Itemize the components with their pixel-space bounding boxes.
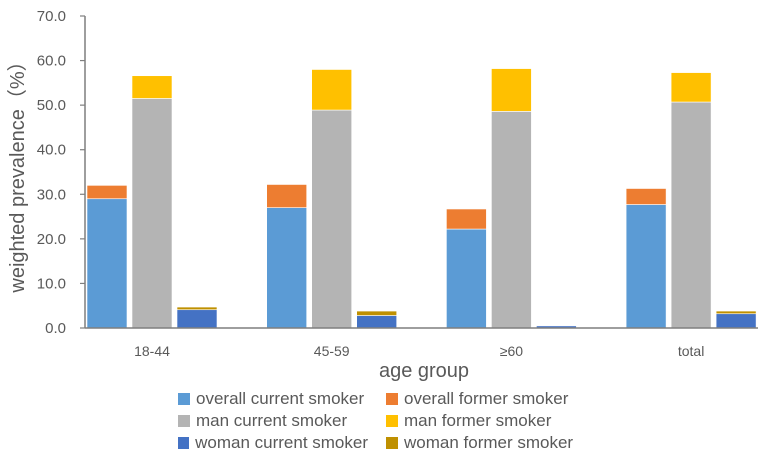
legend-swatch — [178, 393, 190, 405]
legend-label: man current smoker — [196, 411, 348, 430]
x-tick-label: ≥60 — [500, 343, 523, 359]
legend-item-man-current: man current smoker — [178, 410, 368, 432]
x-axis-labels: 18-44 45-59 ≥60 total — [134, 343, 704, 359]
bar-segment — [715, 310, 757, 315]
legend-label: woman current smoker — [195, 433, 368, 452]
y-tick-label: 60.0 — [37, 53, 66, 70]
bar-segment — [176, 309, 218, 329]
bar-segment — [715, 313, 757, 329]
bar-segment — [266, 207, 308, 329]
bar-segment — [536, 325, 577, 327]
legend-swatch — [386, 415, 398, 427]
x-tick-label: 18-44 — [134, 343, 170, 359]
legend-swatch — [178, 437, 190, 449]
bar-segment — [670, 72, 712, 103]
bar-segment — [131, 98, 173, 329]
bar-segment — [86, 198, 128, 329]
bars — [86, 68, 757, 329]
legend-item-overall-former: overall former smoker — [386, 388, 586, 410]
legend-label: overall former smoker — [404, 389, 569, 408]
bar-segment — [625, 188, 667, 205]
bar-segment — [356, 310, 398, 316]
x-tick-label: 45-59 — [314, 343, 350, 359]
bar-segment — [311, 69, 353, 111]
legend-label: man former smoker — [404, 411, 552, 430]
legend-item-woman-former: woman former smoker — [386, 432, 586, 454]
bar-segment — [131, 75, 173, 99]
legend-item-man-former: man former smoker — [386, 410, 586, 432]
bar-segment — [446, 208, 487, 230]
bar-segment — [176, 306, 218, 311]
bar-segment — [670, 101, 712, 329]
bar-segment — [86, 185, 128, 200]
y-tick-label: 10.0 — [37, 275, 66, 292]
legend-swatch — [386, 393, 398, 405]
y-tick-label: 70.0 — [37, 8, 66, 25]
bar-segment — [311, 109, 353, 329]
legend-item-woman-current: woman current smoker — [178, 432, 368, 454]
x-axis-title: age group — [379, 360, 469, 382]
x-tick-label: total — [678, 343, 704, 359]
y-tick-label: 30.0 — [37, 186, 66, 203]
bar-segment — [625, 204, 667, 329]
bar-segment — [266, 184, 308, 208]
legend-swatch — [386, 437, 398, 449]
y-axis-ticks: 0.0 10.0 20.0 30.0 40.0 50.0 60.0 70.0 — [37, 8, 85, 337]
bar-segment — [491, 111, 532, 329]
legend-swatch — [178, 415, 190, 427]
legend-item-overall-current: overall current smoker — [178, 388, 368, 410]
y-tick-label: 40.0 — [37, 142, 66, 159]
legend-label: overall current smoker — [196, 389, 365, 408]
legend-label: woman former smoker — [404, 433, 574, 452]
bar-segment — [356, 315, 398, 329]
bar-segment — [446, 228, 487, 329]
y-axis-title: weighted prevalence（%） — [6, 51, 29, 293]
y-tick-label: 50.0 — [37, 97, 66, 114]
bar-segment — [491, 68, 532, 112]
y-tick-label: 0.0 — [45, 320, 66, 337]
y-tick-label: 20.0 — [37, 231, 66, 248]
chart-legend: overall current smoker overall former sm… — [178, 388, 586, 454]
